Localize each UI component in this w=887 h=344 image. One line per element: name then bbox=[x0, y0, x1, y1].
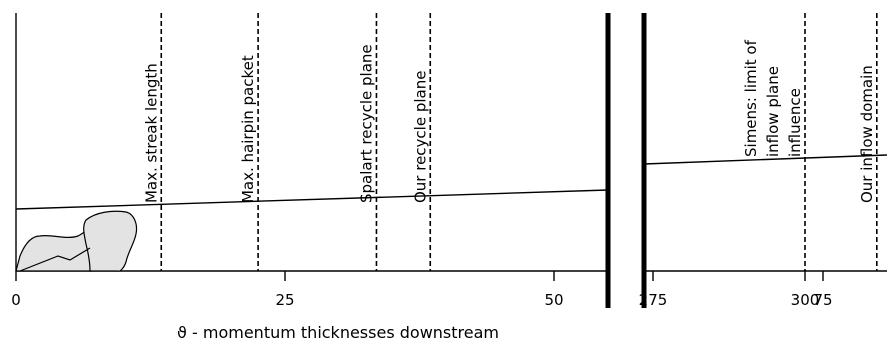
marker-label: influence bbox=[786, 88, 804, 157]
x-axis-label: ϑ - momentum thicknesses downstream bbox=[177, 323, 499, 342]
panel-left: Max. streak length Max. hairpin packet Spa… bbox=[11, 13, 878, 309]
boundary-layer-line-right bbox=[643, 154, 887, 165]
hairpin-packet-structure bbox=[83, 210, 138, 272]
x-tick-label: 275 bbox=[639, 291, 668, 309]
x-tick-label: 300 bbox=[791, 291, 820, 309]
x-tick-label: 50 bbox=[544, 291, 563, 309]
x-tick-label: 0 bbox=[11, 291, 21, 309]
marker-label: Simens: limit of bbox=[742, 39, 760, 157]
x-tick-label: 25 bbox=[275, 291, 294, 309]
streak-structure bbox=[15, 225, 93, 272]
boundary-layer-line-left bbox=[15, 189, 609, 210]
marker-label: Spalart recycle plane bbox=[357, 44, 375, 203]
panel-right: Simens: limit of inflow plane influence 275… bbox=[639, 13, 887, 309]
structure-edge bbox=[19, 247, 91, 272]
marker-label: Our inflow domain bbox=[858, 65, 876, 203]
x-tick-label: 75 bbox=[813, 291, 832, 309]
marker-label: Max. hairpin packet bbox=[239, 55, 257, 203]
marker-label: inflow plane bbox=[764, 66, 782, 157]
axis-break-right bbox=[641, 13, 647, 308]
marker-label: Our recycle plane bbox=[411, 71, 429, 203]
axis-break-left bbox=[605, 13, 611, 308]
marker-label: Max. streak length bbox=[142, 63, 160, 203]
